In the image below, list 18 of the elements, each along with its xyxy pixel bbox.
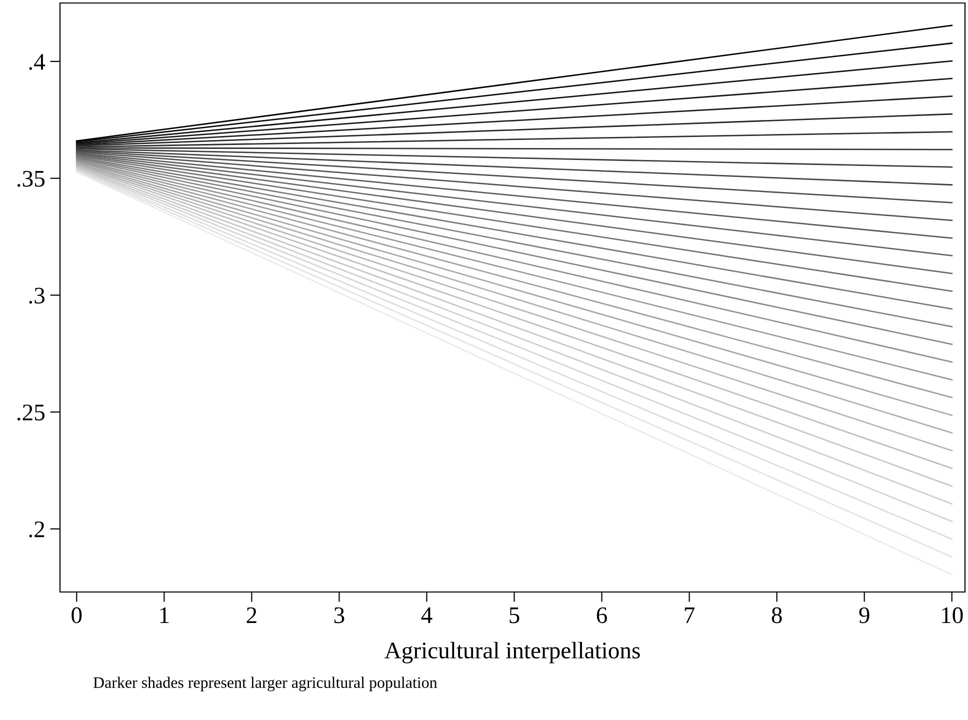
- x-tick-label: 1: [160, 607, 169, 623]
- x-tick-label: 4: [421, 607, 432, 623]
- y-tick-label: .3: [29, 288, 44, 304]
- x-tick-label: 9: [859, 607, 870, 624]
- x-tick-label: 8: [772, 607, 782, 624]
- y-tick-label: .4: [29, 54, 46, 70]
- x-tick-label: 5: [510, 608, 520, 624]
- y-tick-label: .2: [29, 521, 44, 538]
- y-tick-label: .35: [17, 170, 44, 187]
- x-tick-label: 3: [334, 607, 344, 624]
- x-tick-label: 7: [684, 608, 695, 623]
- text: Darker shades represent larger agricultural population: [93, 676, 438, 692]
- x-tick-label: 10: [942, 607, 963, 624]
- y-tick-label: .25: [17, 404, 44, 421]
- x-tick-label: 0: [72, 607, 82, 624]
- x-tick-label: 2: [246, 607, 256, 623]
- x-axis-title: Agricultural interpellations: [384, 642, 640, 664]
- x-tick-label: 6: [596, 607, 607, 624]
